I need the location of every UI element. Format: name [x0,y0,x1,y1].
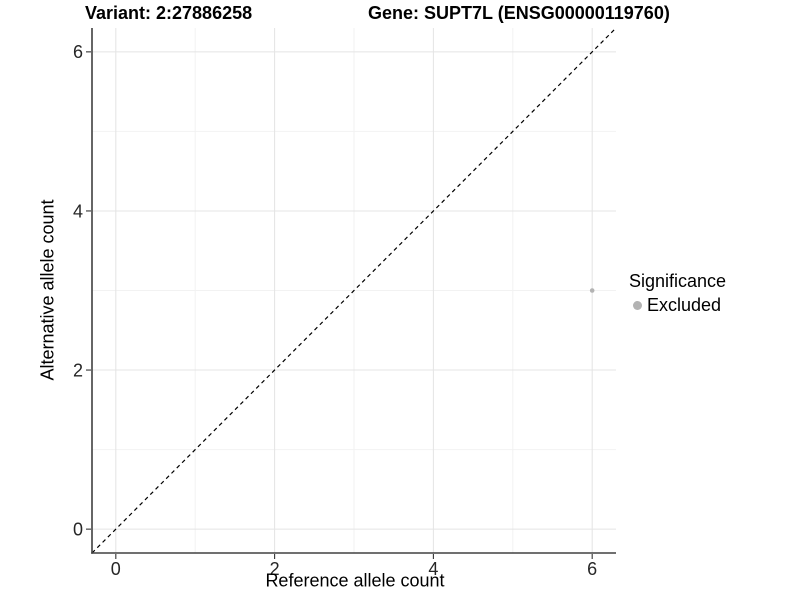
x-tick-label: 6 [587,559,597,579]
identity-line [91,27,617,554]
data-point [589,288,595,293]
y-tick-label: 4 [73,201,83,221]
plot-title-gene: Gene: SUPT7L (ENSG00000119760) [368,3,670,23]
legend-entry-excluded: Excluded [633,295,726,316]
x-tick-label: 0 [111,559,121,579]
legend-entry-label: Excluded [647,295,722,315]
plot-title-variant: Variant: 2:27886258 [85,3,253,23]
legend-key-circle-icon [633,301,642,310]
y-axis-title: Alternative allele count [37,199,58,381]
legend: Significance Excluded [629,271,726,316]
x-tick-label: 4 [428,559,438,579]
x-axis-title: Reference allele count [265,570,445,591]
y-tick-label: 2 [73,360,83,380]
y-tick-label: 6 [73,42,83,62]
x-tick-label: 2 [270,559,280,579]
y-tick-label: 0 [73,519,83,539]
legend-title: Significance [629,271,727,291]
